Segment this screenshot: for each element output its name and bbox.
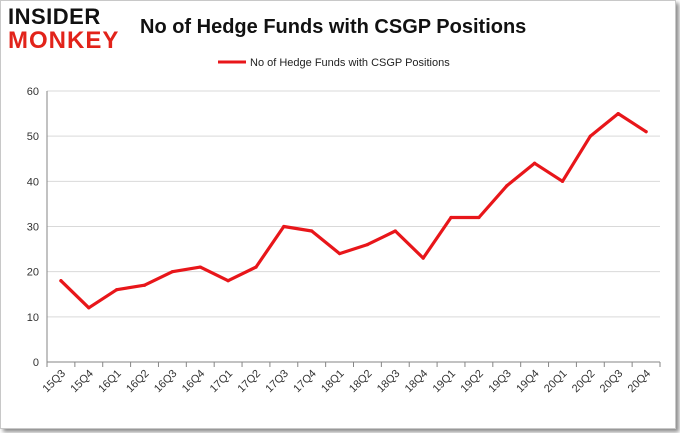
- data-point: [505, 184, 509, 188]
- y-tick-label: 10: [27, 312, 39, 324]
- data-point: [477, 215, 481, 220]
- data-point: [337, 252, 342, 256]
- x-tick-label: 17Q1: [208, 368, 236, 396]
- x-tick-label: 19Q2: [458, 368, 486, 396]
- y-tick-label: 60: [27, 86, 39, 98]
- x-tick-label: 16Q4: [180, 368, 208, 396]
- data-point: [449, 215, 453, 220]
- series-group: [59, 111, 648, 310]
- insider-monkey-logo: INSIDER MONKEY: [8, 6, 130, 53]
- x-tick-label: 18Q1: [319, 368, 347, 396]
- x-tick-label: 17Q3: [263, 368, 291, 396]
- data-point: [254, 265, 258, 269]
- data-point: [198, 265, 202, 269]
- data-point: [365, 242, 370, 247]
- x-tick-label: 17Q2: [236, 368, 264, 396]
- x-tick-label: 18Q3: [375, 368, 403, 396]
- data-point: [59, 279, 63, 283]
- data-point: [142, 283, 147, 287]
- legend-label: No of Hedge Funds with CSGP Positions: [250, 57, 450, 69]
- x-tick-label: 20Q4: [626, 368, 654, 396]
- data-point: [393, 229, 397, 233]
- data-point: [310, 229, 314, 233]
- y-tick-label: 50: [27, 131, 39, 143]
- data-point: [226, 279, 230, 283]
- x-tick-label: 20Q1: [542, 368, 570, 396]
- x-tick-label: 18Q4: [403, 368, 431, 396]
- x-tick-label: 18Q2: [347, 368, 375, 396]
- x-tick-labels: 15Q3 15Q4 16Q1 16Q2 16Q3 16Q4 17Q1 17Q2 17Q3 17Q4…: [41, 368, 654, 396]
- legend: No of Hedge Funds with CSGP Positions: [218, 57, 450, 69]
- x-tick-label: 19Q3: [486, 368, 514, 396]
- y-tick-label: 20: [27, 267, 39, 279]
- y-tick-label: 30: [27, 222, 39, 234]
- y-tick-label: 40: [27, 176, 39, 188]
- data-point: [644, 130, 648, 134]
- x-tick-label: 20Q2: [570, 368, 598, 396]
- x-tick-label: 20Q3: [598, 368, 626, 396]
- x-tick-label: 16Q1: [96, 368, 124, 396]
- y-tick-label: 0: [33, 357, 39, 369]
- data-point: [616, 111, 620, 116]
- chart-title: No of Hedge Funds with CSGP Positions: [140, 16, 527, 38]
- x-tick-label: 19Q1: [431, 368, 459, 396]
- series-line: [59, 111, 648, 310]
- axes: [46, 91, 661, 367]
- y-tick-labels: 0 10 20 30 40 50 60: [27, 86, 39, 369]
- data-point: [282, 224, 286, 229]
- x-tick-label: 19Q4: [514, 368, 542, 396]
- logo-text-insider: INSIDER: [8, 4, 101, 29]
- x-tick-label: 15Q4: [68, 368, 96, 396]
- x-tick-label: 17Q4: [291, 368, 319, 396]
- gridlines: [47, 90, 660, 318]
- x-tick-label: 16Q2: [124, 368, 152, 396]
- data-point: [533, 161, 537, 165]
- data-point: [87, 306, 91, 310]
- data-point: [588, 134, 592, 138]
- data-point: [115, 288, 119, 292]
- x-tick-label: 15Q3: [41, 368, 69, 396]
- data-point: [170, 270, 174, 274]
- data-point: [421, 256, 425, 260]
- data-point: [560, 179, 565, 183]
- logo-text-monkey: MONKEY: [8, 27, 120, 54]
- x-tick-label: 16Q3: [152, 368, 180, 396]
